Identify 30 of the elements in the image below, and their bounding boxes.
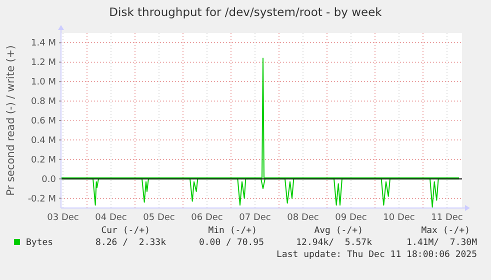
text: Avg (-/+) [314,226,363,236]
x-tick-label: 03 Dec [47,213,79,223]
y-tick-label: 0.2 M [31,155,56,166]
x-tick-label: 07 Dec [239,213,271,223]
legend-label: Bytes [26,238,54,248]
x-tick-label: 09 Dec [335,213,367,223]
text: 0.00 / 70.95 [198,238,264,248]
x-tick-label: 06 Dec [191,213,223,223]
x-tick-label: 04 Dec [95,213,127,223]
text: Last update: Thu Dec 11 18:00:06 2025 [276,250,477,260]
y-axis-title: Pr second read (-) / write (+) [5,45,17,196]
text: 8.26 / 2.33k [96,238,167,248]
y-tick-label: 0.0 [42,174,56,185]
x-tick-label: 05 Dec [143,213,175,223]
y-tick-label: -0.2 M [28,194,56,204]
text: 1.41M/ 7.30M [406,238,478,248]
y-tick-label: 1.0 M [31,78,56,88]
text: Cur (-/+) [101,226,150,236]
text: Max (-/+) [421,226,470,236]
chart-title: Disk throughput for /dev/system/root - by week [109,5,382,19]
x-tick-label: 10 Dec [383,213,415,223]
x-tick-label: 11 Dec [431,213,463,223]
y-tick-label: 1.4 M [31,38,56,49]
y-tick-label: 0.8 M [31,97,56,108]
text: 12.94k/ 5.57k [296,238,373,248]
y-tick-label: 0.4 M [31,136,56,146]
text: Min (-/+) [208,226,257,236]
y-tick-label: 0.6 M [31,116,56,126]
x-tick-label: 08 Dec [287,213,319,223]
y-tick-label: 1.2 M [31,58,56,68]
